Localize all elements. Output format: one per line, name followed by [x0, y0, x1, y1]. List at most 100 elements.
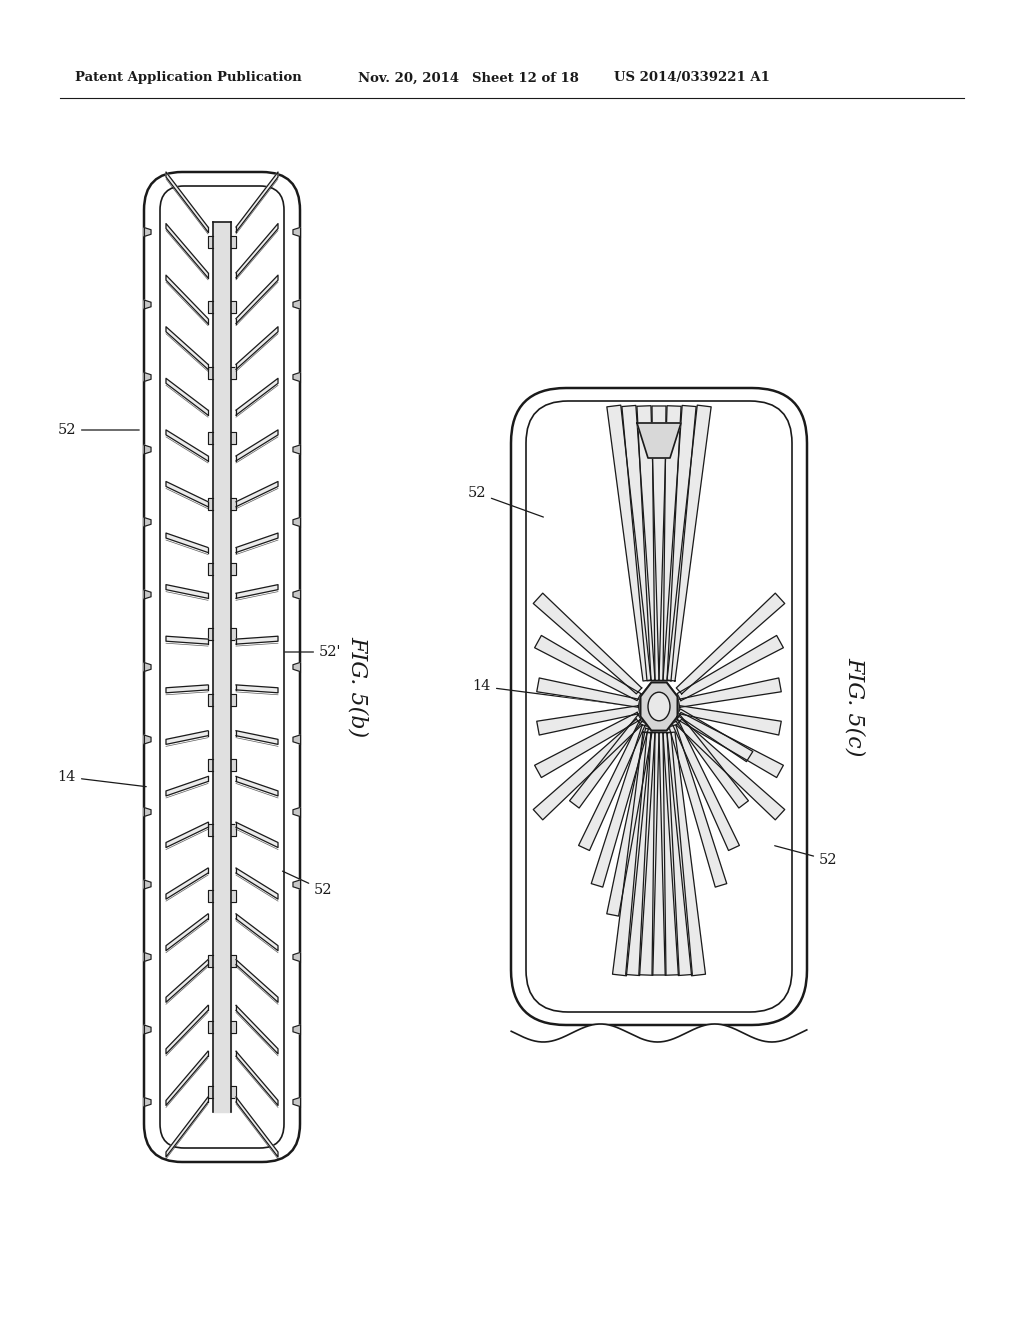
Polygon shape: [236, 172, 278, 232]
Polygon shape: [166, 482, 208, 507]
Polygon shape: [231, 236, 236, 248]
Polygon shape: [231, 890, 236, 902]
Polygon shape: [231, 367, 236, 379]
Text: FIG. 5(b): FIG. 5(b): [347, 636, 369, 738]
Polygon shape: [236, 379, 278, 416]
Polygon shape: [166, 172, 208, 232]
Text: 52: 52: [775, 846, 838, 867]
Polygon shape: [231, 562, 236, 576]
Polygon shape: [231, 956, 236, 968]
Polygon shape: [231, 1086, 236, 1098]
Polygon shape: [144, 590, 151, 599]
Polygon shape: [677, 635, 783, 701]
Polygon shape: [663, 405, 696, 681]
Polygon shape: [236, 275, 278, 323]
Polygon shape: [231, 498, 236, 510]
Polygon shape: [208, 562, 213, 576]
Polygon shape: [607, 729, 652, 916]
Polygon shape: [637, 422, 681, 458]
Polygon shape: [236, 731, 278, 744]
Polygon shape: [144, 372, 151, 381]
Polygon shape: [293, 590, 300, 599]
Polygon shape: [676, 593, 784, 694]
Polygon shape: [236, 776, 278, 796]
Polygon shape: [293, 300, 300, 309]
Polygon shape: [144, 953, 151, 961]
Polygon shape: [652, 407, 666, 681]
Polygon shape: [659, 405, 681, 681]
Polygon shape: [236, 685, 278, 693]
Polygon shape: [166, 379, 208, 416]
Polygon shape: [669, 725, 727, 887]
Polygon shape: [236, 869, 278, 899]
Polygon shape: [208, 956, 213, 968]
Polygon shape: [166, 327, 208, 370]
Polygon shape: [535, 713, 641, 777]
FancyBboxPatch shape: [526, 401, 792, 1012]
Polygon shape: [144, 227, 151, 236]
Ellipse shape: [648, 692, 670, 721]
Polygon shape: [612, 733, 651, 975]
Polygon shape: [166, 1051, 208, 1105]
Polygon shape: [208, 694, 213, 706]
Polygon shape: [208, 367, 213, 379]
Polygon shape: [166, 223, 208, 277]
Polygon shape: [208, 890, 213, 902]
Polygon shape: [236, 822, 278, 847]
Polygon shape: [534, 719, 642, 820]
Polygon shape: [166, 1006, 208, 1053]
Polygon shape: [236, 482, 278, 507]
Polygon shape: [667, 405, 711, 681]
Polygon shape: [144, 517, 151, 527]
Polygon shape: [236, 960, 278, 1002]
Polygon shape: [622, 405, 655, 681]
Polygon shape: [236, 913, 278, 950]
Text: 14: 14: [473, 680, 634, 706]
Polygon shape: [208, 1086, 213, 1098]
Polygon shape: [293, 735, 300, 744]
Polygon shape: [208, 628, 213, 640]
Polygon shape: [591, 725, 649, 887]
Polygon shape: [208, 301, 213, 313]
Polygon shape: [166, 636, 208, 644]
Text: 52: 52: [468, 486, 544, 517]
Ellipse shape: [648, 692, 670, 721]
Polygon shape: [144, 300, 151, 309]
Polygon shape: [677, 713, 783, 777]
Polygon shape: [231, 825, 236, 837]
Polygon shape: [236, 585, 278, 598]
Polygon shape: [208, 759, 213, 771]
Polygon shape: [166, 1097, 208, 1158]
Polygon shape: [236, 636, 278, 644]
Polygon shape: [208, 498, 213, 510]
Polygon shape: [676, 719, 784, 820]
Polygon shape: [166, 731, 208, 744]
Polygon shape: [641, 682, 678, 730]
FancyBboxPatch shape: [144, 172, 300, 1162]
Polygon shape: [144, 1097, 151, 1106]
Polygon shape: [293, 880, 300, 888]
Polygon shape: [677, 709, 753, 762]
Polygon shape: [236, 533, 278, 553]
Polygon shape: [569, 715, 643, 808]
Polygon shape: [236, 1051, 278, 1105]
Polygon shape: [236, 223, 278, 277]
Polygon shape: [607, 405, 651, 681]
Polygon shape: [208, 825, 213, 837]
Polygon shape: [236, 1097, 278, 1158]
Polygon shape: [678, 706, 781, 735]
Polygon shape: [231, 628, 236, 640]
FancyBboxPatch shape: [511, 388, 807, 1026]
Text: 52': 52': [285, 645, 341, 659]
Polygon shape: [144, 445, 151, 454]
FancyBboxPatch shape: [160, 186, 284, 1148]
Polygon shape: [293, 1026, 300, 1034]
Polygon shape: [231, 694, 236, 706]
Polygon shape: [166, 585, 208, 598]
Text: US 2014/0339221 A1: US 2014/0339221 A1: [614, 71, 770, 84]
Polygon shape: [166, 776, 208, 796]
Polygon shape: [166, 533, 208, 553]
Text: Patent Application Publication: Patent Application Publication: [75, 71, 302, 84]
Polygon shape: [663, 733, 692, 975]
Polygon shape: [667, 733, 706, 975]
